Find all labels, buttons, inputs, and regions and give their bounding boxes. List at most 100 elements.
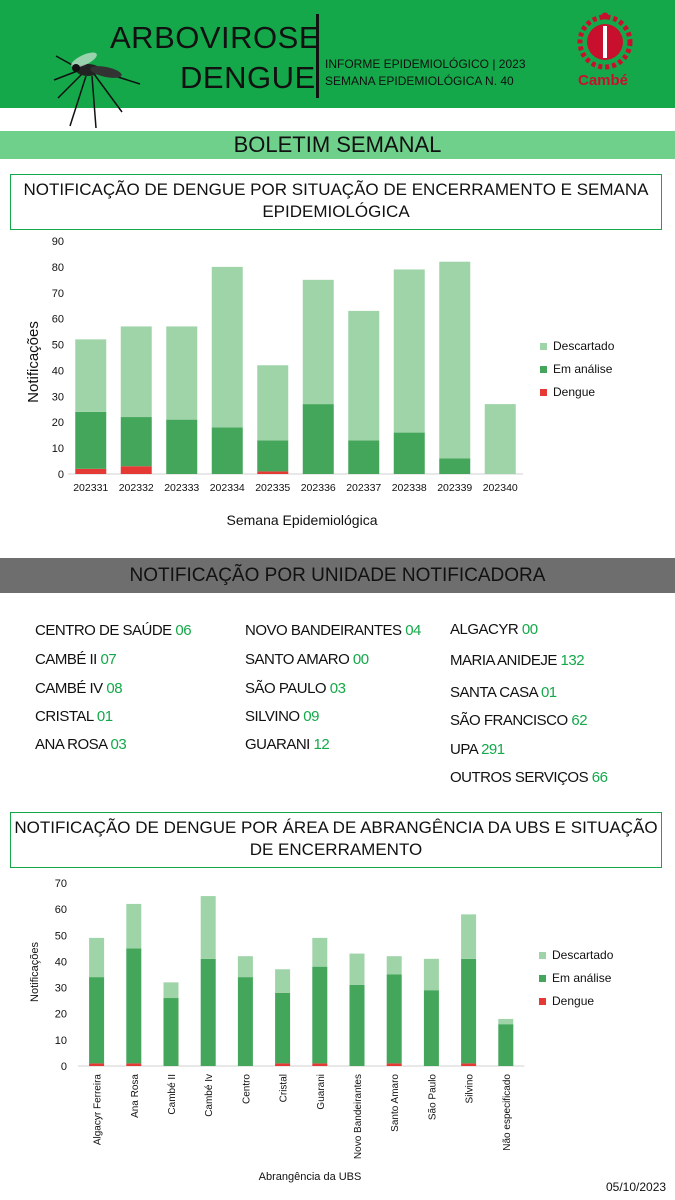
legend-label: Descartado: [552, 948, 614, 962]
y-tick-label: 10: [55, 1035, 67, 1047]
x-tick-label: 202335: [255, 482, 290, 494]
unit-maria-anideje: MARIA ANIDEJE 132: [450, 652, 585, 669]
bar-em-análise: [275, 992, 291, 1064]
header-banner: ARBOVIROSE DENGUE INFORME EPIDEMIOLÓGICO…: [0, 0, 675, 129]
chart-notificacao-semana: 0 10 20 30 40 50 60 70 80 90 202331 202332 202333 202…: [25, 236, 615, 528]
bar-dengue: [312, 1063, 328, 1066]
bar-descartado: [348, 310, 380, 441]
legend-swatch-em-análise: [540, 366, 547, 373]
y-tick-label: 40: [55, 956, 67, 968]
legend-label: Dengue: [553, 385, 595, 399]
legend-label: Em análise: [553, 362, 613, 376]
x-axis-label: Abrangência da UBS: [259, 1171, 362, 1183]
bar-dengue: [275, 1063, 291, 1066]
semana-label: SEMANA EPIDEMIOLÓGICA N. 40: [325, 74, 514, 88]
bar-em-análise: [348, 440, 380, 474]
unit-upa: UPA 291: [450, 741, 505, 758]
bar-em-análise: [349, 984, 365, 1066]
bar-em-análise: [257, 440, 289, 472]
unit-silvino: SILVINO 09: [245, 708, 319, 725]
unit-sao-paulo: SÃO PAULO 03: [245, 680, 346, 697]
y-tick-label: 40: [52, 365, 64, 377]
x-tick-label: Centro: [241, 1074, 252, 1104]
y-tick-label: 70: [52, 288, 64, 300]
bar-dengue: [386, 1063, 402, 1066]
bar-descartado: [237, 956, 253, 978]
unit-cambe-iv: CAMBÉ IV 08: [35, 680, 123, 697]
bar-descartado: [120, 326, 152, 418]
unit-algacyr: ALGACYR 00: [450, 621, 538, 638]
x-tick-label: 202333: [164, 482, 199, 494]
bar-em-análise: [89, 977, 105, 1064]
x-tick-label: 202336: [301, 482, 336, 494]
bar-em-análise: [163, 998, 179, 1066]
legend-label: Em análise: [552, 971, 612, 985]
bar-em-análise: [439, 458, 471, 474]
x-tick-label: Cambé II: [167, 1074, 178, 1115]
x-tick-label: São Paulo: [427, 1074, 438, 1121]
bar-em-análise: [120, 417, 152, 467]
bar-dengue: [257, 471, 289, 474]
unit-centro-de-saude: CENTRO DE SAÚDE 06: [35, 622, 192, 639]
bar-em-análise: [461, 958, 477, 1064]
legend-swatch-dengue: [539, 998, 546, 1005]
bar-dengue: [75, 468, 107, 474]
cambe-logo-icon: [577, 12, 633, 70]
y-tick-label: 90: [52, 236, 64, 248]
unit-santo-amaro: SANTO AMARO 00: [245, 651, 369, 668]
bar-descartado: [163, 982, 179, 999]
y-tick-label: 30: [55, 983, 67, 995]
bar-descartado: [275, 969, 291, 993]
bar-descartado: [498, 1018, 514, 1025]
bar-dengue: [126, 1063, 142, 1066]
legend-swatch-descartado: [540, 343, 547, 350]
unit-santa-casa: SANTA CASA 01: [450, 684, 557, 701]
y-tick-label: 50: [55, 930, 67, 942]
bar-descartado: [423, 958, 439, 991]
x-tick-label: Ana Rosa: [130, 1074, 141, 1118]
legend-label: Descartado: [553, 339, 615, 353]
y-axis-label: Notificações: [25, 321, 42, 403]
x-tick-label: Novo Bandeirantes: [353, 1074, 364, 1159]
bar-descartado: [166, 326, 198, 420]
x-tick-label: 202331: [73, 482, 108, 494]
header-divider: [316, 14, 319, 98]
legend-swatch-em-análise: [539, 975, 546, 982]
unit-sao-francisco: SÃO FRANCISCO 62: [450, 712, 588, 729]
bar-em-análise: [312, 966, 328, 1064]
legend-swatch-dengue: [540, 389, 547, 396]
informe-label: INFORME EPIDEMIOLÓGICO | 2023: [325, 57, 526, 71]
bar-dengue: [120, 466, 152, 474]
chart-notificacao-ubs: 0 10 20 30 40 50 60 70 Algacyr Ferreira Ana Rosa C…: [29, 878, 614, 1183]
x-tick-label: 202332: [119, 482, 154, 494]
bar-descartado: [75, 339, 107, 412]
y-tick-label: 30: [52, 391, 64, 403]
unidade-notificadora-banner: NOTIFICAÇÃO POR UNIDADE NOTIFICADORA: [0, 558, 675, 593]
bar-em-análise: [386, 974, 402, 1064]
bar-descartado: [200, 896, 216, 959]
bar-descartado: [393, 269, 425, 433]
chart2-heading: NOTIFICAÇÃO DE DENGUE POR ÁREA DE ABRANG…: [10, 812, 662, 868]
bar-descartado: [461, 914, 477, 959]
logo-text: Cambé: [578, 72, 629, 89]
chart1-heading: NOTIFICAÇÃO DE DENGUE POR SITUAÇÃO DE EN…: [10, 174, 662, 230]
x-tick-label: Silvino: [465, 1074, 476, 1104]
x-tick-label: 202334: [210, 482, 245, 494]
x-tick-label: Não especificado: [502, 1074, 513, 1151]
unit-ana-rosa: ANA ROSA 03: [35, 736, 127, 753]
legend-swatch-descartado: [539, 952, 546, 959]
x-tick-label: Guarani: [316, 1074, 327, 1110]
unit-outros-servicos: OUTROS SERVIÇOS 66: [450, 769, 608, 786]
unit-guarani: GUARANI 12: [245, 736, 330, 753]
bar-descartado: [484, 404, 516, 474]
bar-em-análise: [75, 411, 107, 469]
x-tick-label: 202338: [392, 482, 427, 494]
bar-dengue: [461, 1063, 477, 1066]
bar-em-análise: [237, 977, 253, 1066]
bar-descartado: [257, 365, 289, 441]
x-tick-label: Cristal: [279, 1074, 290, 1102]
bar-descartado: [386, 956, 402, 975]
unit-cristal: CRISTAL 01: [35, 708, 113, 725]
bar-em-análise: [423, 990, 439, 1066]
x-tick-label: 202340: [483, 482, 518, 494]
